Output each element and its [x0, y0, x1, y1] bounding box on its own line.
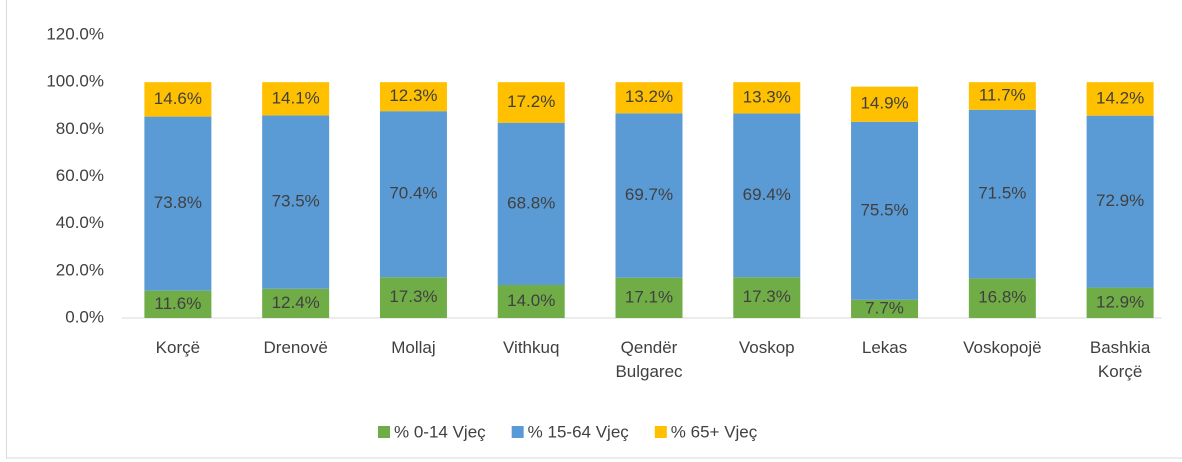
bar-segment — [262, 115, 330, 289]
x-tick-label: Vithkuq — [503, 338, 560, 357]
data-label: 16.8% — [978, 288, 1026, 307]
x-tick-label: Qendër Bulgarec — [615, 338, 683, 381]
bar-segment — [733, 82, 801, 114]
legend-label: % 15-64 Vjeç — [528, 422, 630, 441]
data-label: 68.8% — [507, 193, 555, 212]
bar-segment — [1086, 82, 1154, 116]
x-tick-label: Drenovë — [263, 338, 328, 357]
y-tick-label: 0.0% — [65, 307, 104, 326]
bar-segment — [379, 111, 447, 278]
legend-swatch — [654, 426, 667, 438]
data-label: 17.1% — [625, 287, 673, 306]
bar-segment — [1086, 287, 1154, 318]
bar-segment — [262, 288, 330, 318]
data-label: 75.5% — [860, 200, 908, 219]
y-tick-label: 120.0% — [46, 24, 104, 43]
bar-segment — [144, 290, 212, 318]
legend-label: % 65+ Vjeç — [671, 422, 758, 441]
data-label: 12.3% — [389, 86, 437, 105]
data-label: 17.3% — [389, 287, 437, 306]
legend-swatch — [511, 426, 524, 438]
data-label: 17.2% — [507, 92, 555, 111]
chart-border — [6, 0, 1182, 459]
bar-segment — [144, 82, 212, 117]
legend-label: % 0-14 Vjeç — [394, 422, 486, 441]
bar-segment — [733, 277, 801, 318]
bar-segment — [615, 113, 683, 278]
bar-segment — [851, 299, 919, 318]
y-tick-label: 80.0% — [56, 119, 104, 138]
data-label: 14.6% — [154, 89, 202, 108]
data-label: 13.2% — [625, 87, 673, 106]
x-tick-label: Mollaj — [391, 338, 436, 357]
x-tick-label: Bashkia Korçë — [1089, 338, 1151, 381]
bar-segment — [379, 277, 447, 318]
legend-swatch — [378, 426, 390, 438]
y-tick-label: 40.0% — [56, 213, 104, 232]
x-tick-label: Voskopojë — [963, 338, 1042, 357]
data-label: 71.5% — [978, 184, 1026, 203]
bar-segment — [262, 82, 330, 116]
x-tick-label: Lekas — [861, 338, 908, 357]
data-label: 14.0% — [507, 291, 555, 310]
data-label: 11.7% — [979, 85, 1026, 104]
bar-segment — [733, 113, 801, 278]
data-label: 73.8% — [154, 193, 202, 212]
bar-segment — [497, 82, 565, 123]
bar-segment — [851, 86, 919, 122]
y-tick-label: 60.0% — [56, 166, 104, 185]
bar-segment — [497, 284, 565, 318]
data-label: 14.1% — [272, 88, 320, 107]
bar-segment — [497, 122, 565, 285]
bar-segment — [615, 82, 683, 114]
data-label: 17.3% — [743, 287, 791, 306]
data-label: 69.4% — [743, 185, 791, 204]
bar-segment — [968, 278, 1036, 318]
data-label: 69.7% — [625, 185, 673, 204]
y-tick-label: 20.0% — [56, 260, 104, 279]
bar-segment — [1086, 115, 1154, 288]
bar-segment — [851, 121, 919, 300]
data-label: 73.5% — [272, 192, 320, 211]
data-label: 12.9% — [1096, 292, 1144, 311]
bar-segment — [144, 116, 212, 291]
data-label: 70.4% — [389, 184, 437, 203]
bar-segment — [968, 82, 1036, 110]
data-label: 14.2% — [1096, 88, 1144, 107]
data-label: 7.7% — [865, 298, 904, 317]
bar-segment — [968, 109, 1036, 279]
y-tick-label: 100.0% — [46, 72, 104, 91]
x-tick-label: Korçë — [155, 338, 201, 357]
bar-segment — [379, 82, 447, 112]
data-label: 13.3% — [743, 87, 791, 106]
data-label: 14.9% — [860, 94, 908, 113]
data-label: 11.6% — [154, 294, 201, 313]
x-tick-label: Voskop — [738, 338, 795, 357]
data-label: 72.9% — [1096, 191, 1144, 210]
bar-segment — [615, 277, 683, 318]
data-label: 12.4% — [272, 293, 320, 312]
